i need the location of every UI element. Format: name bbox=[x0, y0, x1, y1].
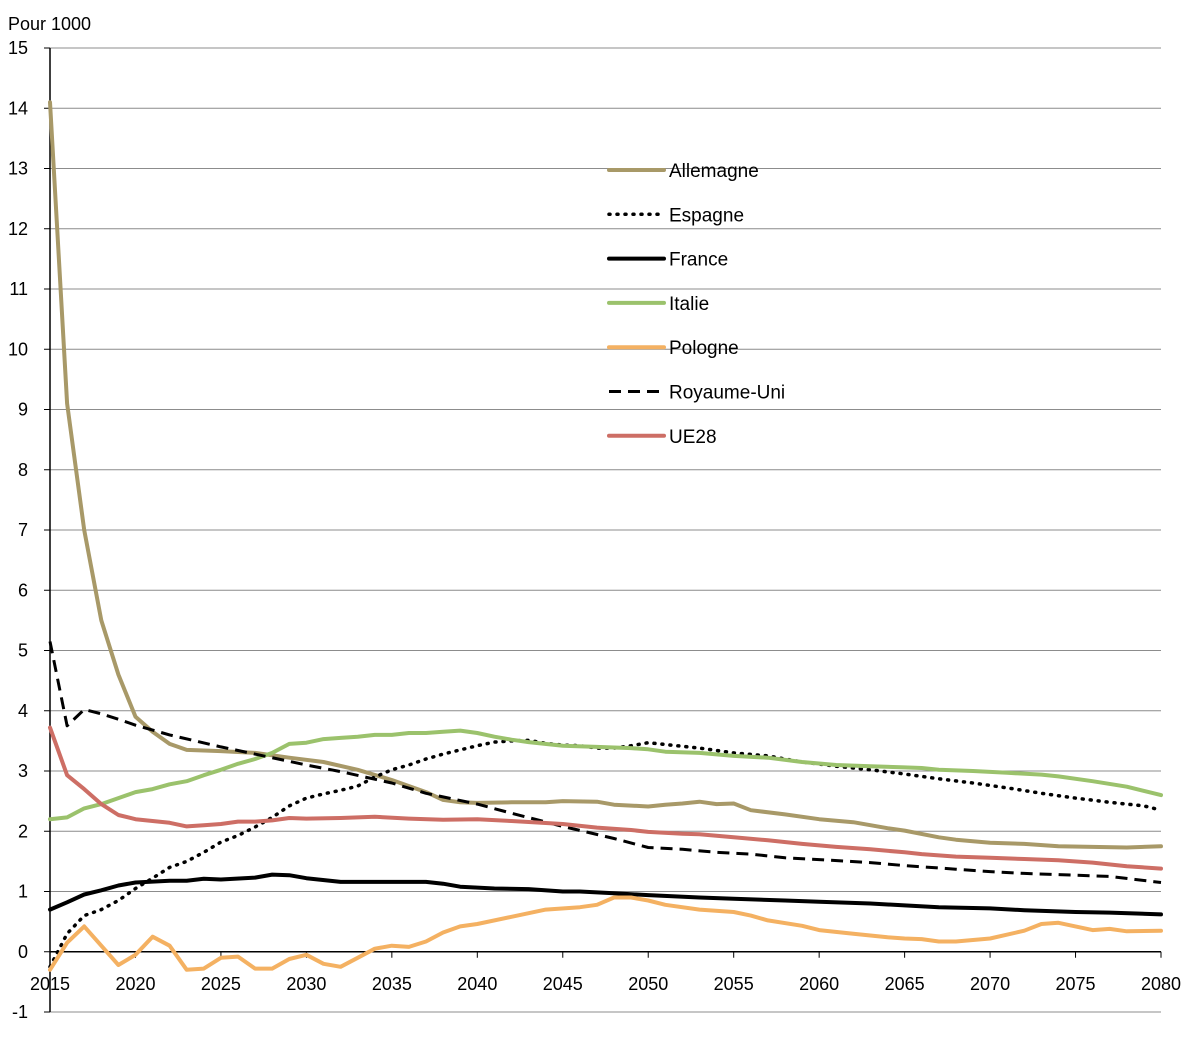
x-tick-label: 2030 bbox=[286, 974, 326, 994]
legend-label-royaume-uni: Royaume-Uni bbox=[669, 383, 785, 404]
y-tick-label: 14 bbox=[8, 98, 28, 118]
y-tick-label: 11 bbox=[9, 279, 28, 299]
x-tick-label: 2075 bbox=[1056, 974, 1096, 994]
x-tick-label: 2040 bbox=[457, 974, 497, 994]
y-unit-label: Pour 1000 bbox=[8, 14, 91, 34]
y-tick-label: 8 bbox=[18, 460, 28, 480]
x-tick-label: 2080 bbox=[1141, 974, 1181, 994]
legend-label-espagne: Espagne bbox=[669, 205, 744, 226]
x-tick-label: 2025 bbox=[201, 974, 241, 994]
series-line-pologne bbox=[48, 895, 1163, 972]
y-tick-label: 7 bbox=[18, 520, 28, 540]
y-tick-label: -1 bbox=[12, 1002, 28, 1022]
y-tick-label: 6 bbox=[18, 580, 28, 600]
legend-label-ue28: UE28 bbox=[669, 427, 717, 448]
series-line-france bbox=[48, 872, 1163, 917]
y-tick-label: 1 bbox=[18, 882, 28, 902]
x-tick-label: 2015 bbox=[30, 974, 70, 994]
series-line-royaume-uni bbox=[48, 641, 1162, 884]
legend-label-france: France bbox=[669, 250, 728, 271]
legend: Allemagne Espagne France Italie Pologne Royau… bbox=[607, 161, 785, 448]
y-tick-label: 5 bbox=[18, 641, 28, 661]
series-lines bbox=[48, 100, 1163, 972]
x-tick-label: 2060 bbox=[799, 974, 839, 994]
legend-label-italie: Italie bbox=[669, 294, 709, 315]
y-tick-label: 0 bbox=[18, 942, 28, 962]
x-tick-label: 2035 bbox=[372, 974, 412, 994]
y-tick-label: 15 bbox=[8, 38, 28, 58]
y-tick-label: 9 bbox=[18, 400, 28, 420]
series-line-allemagne bbox=[48, 100, 1163, 850]
series-line-ue28 bbox=[48, 725, 1163, 871]
x-tick-label: 2070 bbox=[970, 974, 1010, 994]
legend-label-allemagne: Allemagne bbox=[669, 161, 759, 182]
y-tick-label: 4 bbox=[18, 701, 28, 721]
x-tick-label: 2050 bbox=[628, 974, 668, 994]
y-tick-label: 3 bbox=[18, 761, 28, 781]
series-line-italie bbox=[48, 728, 1163, 822]
y-tick-label: 13 bbox=[8, 159, 28, 179]
legend-label-pologne: Pologne bbox=[669, 338, 739, 359]
x-tick-label: 2020 bbox=[115, 974, 155, 994]
x-tick-label: 2045 bbox=[543, 974, 583, 994]
x-tick-label: 2055 bbox=[714, 974, 754, 994]
x-tick-label: 2065 bbox=[885, 974, 925, 994]
gridlines bbox=[50, 47, 1161, 1013]
y-tick-label: 12 bbox=[8, 219, 28, 239]
y-tick-label: 10 bbox=[8, 339, 28, 359]
y-tick-label: 2 bbox=[18, 821, 28, 841]
series-line-espagne bbox=[48, 738, 1163, 969]
